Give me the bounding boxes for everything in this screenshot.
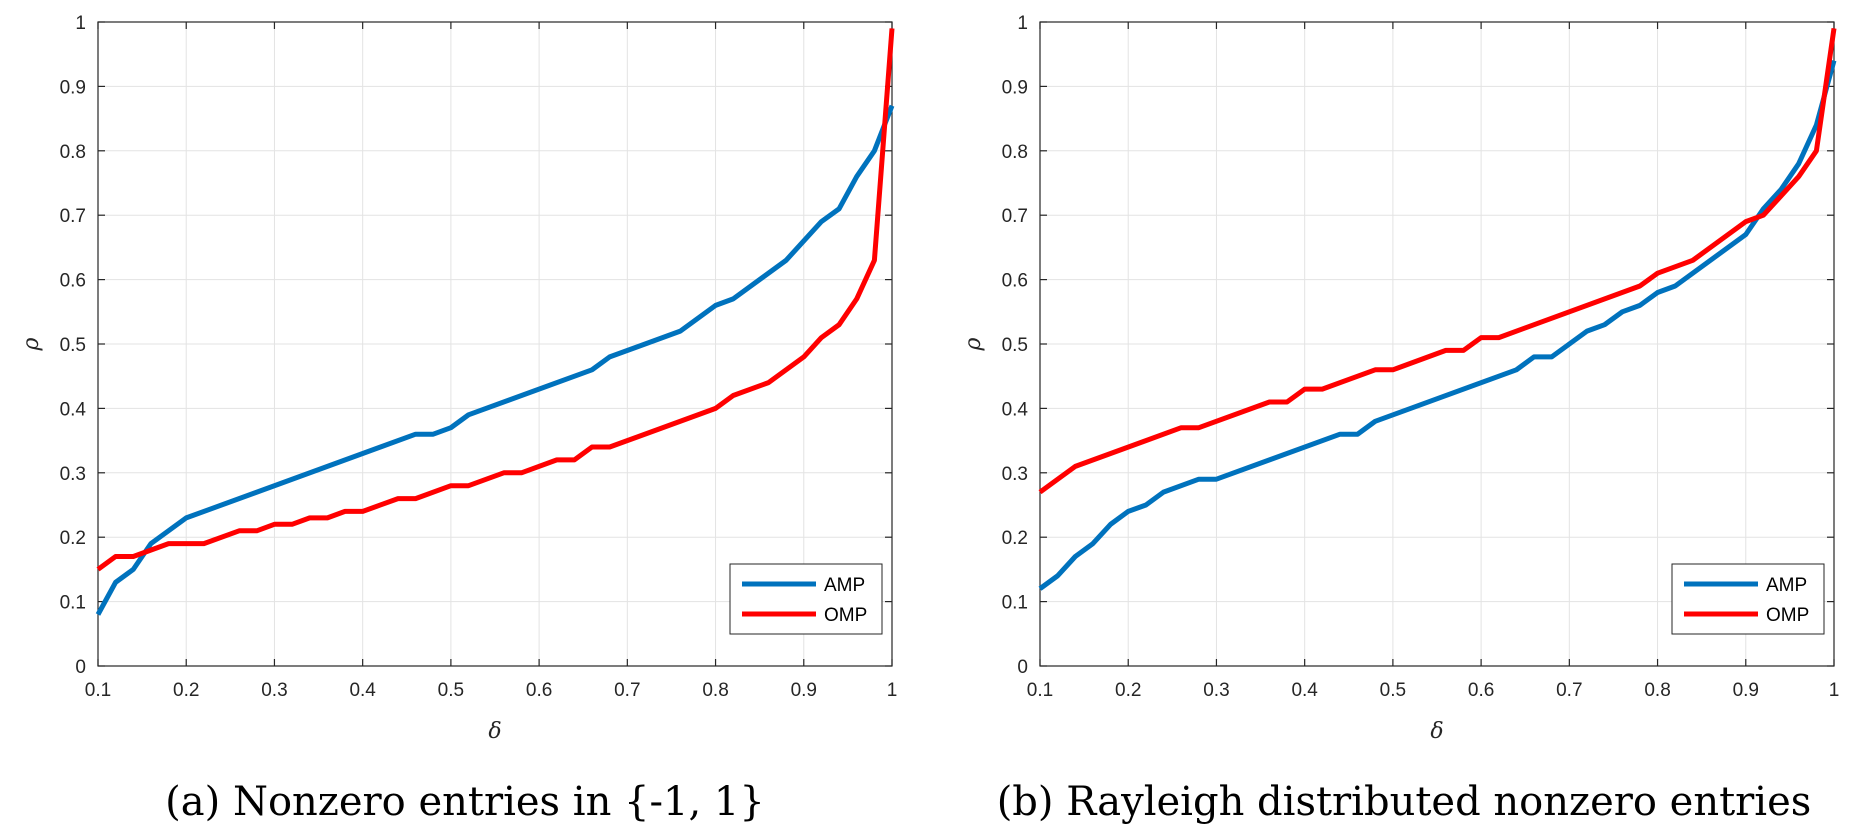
y-tick-label: 0.7 (1002, 206, 1028, 227)
x-tick-label: 0.1 (1027, 680, 1053, 701)
axes-box (97, 21, 893, 667)
y-tick-label: 0.1 (1002, 593, 1028, 614)
x-tick-label: 0.6 (526, 680, 552, 701)
series-line-amp (1038, 59, 1837, 591)
x-tick-label: 0.2 (1115, 680, 1141, 701)
x-tick-label: 0.7 (1556, 680, 1582, 701)
y-tick-label: 0.7 (60, 206, 86, 227)
x-tick-label: 1 (887, 680, 898, 701)
legend-label-omp: OMP (824, 605, 867, 626)
legend-box (1671, 563, 1825, 635)
y-axis-label: ρ (19, 337, 44, 351)
legend: AMP OMP (729, 563, 883, 635)
y-tick-label: 0.6 (1002, 271, 1028, 292)
legend-label-amp: AMP (1766, 575, 1807, 596)
x-axis-label: δ (1430, 719, 1443, 744)
chart-panel-a: 0.1 0.2 0.3 0.4 0.5 0.6 0.7 0.8 0.9 100.10.20.30.… (19, 13, 897, 825)
legend: AMP OMP (1671, 563, 1825, 635)
chart-panel-b: 0.1 0.2 0.3 0.4 0.5 0.6 0.7 0.8 0.9 100.10.20.30.… (961, 13, 1839, 825)
y-tick-label: 0.5 (1002, 335, 1028, 356)
legend-label-amp: AMP (824, 575, 865, 596)
y-tick-label: 0.4 (1002, 399, 1029, 420)
x-tick-label: 0.7 (614, 680, 640, 701)
y-tick-label: 0.6 (60, 271, 86, 292)
legend-box (729, 563, 883, 635)
y-tick-label: 0.8 (60, 142, 86, 163)
y-tick-label: 0.2 (60, 528, 86, 549)
x-tick-label: 0.9 (791, 680, 817, 701)
series-line-omp (96, 28, 895, 572)
x-tick-label: 0.1 (85, 680, 111, 701)
y-axis-label: ρ (961, 337, 986, 351)
y-tick-label: 0.8 (1002, 142, 1028, 163)
chart-caption-a: (a) Nonzero entries in {-1, 1} (165, 779, 765, 825)
series-line-amp (95, 104, 895, 616)
x-tick-label: 0.5 (438, 680, 464, 701)
y-tick-label: 0 (1017, 657, 1028, 678)
y-tick-label: 0 (75, 657, 86, 678)
legend-label-omp: OMP (1766, 605, 1809, 626)
x-tick-label: 1 (1829, 680, 1840, 701)
x-tick-label: 0.4 (349, 680, 376, 701)
axes-box (1039, 21, 1835, 667)
y-tick-label: 0.3 (1002, 464, 1028, 485)
x-tick-label: 0.8 (1644, 680, 1670, 701)
y-tick-label: 0.1 (60, 593, 86, 614)
y-tick-label: 0.9 (60, 77, 86, 98)
y-tick-label: 0.3 (60, 464, 86, 485)
x-tick-label: 0.5 (1380, 680, 1406, 701)
y-tick-label: 0.9 (1002, 77, 1028, 98)
y-tick-label: 0.2 (1002, 528, 1028, 549)
x-tick-label: 0.9 (1733, 680, 1759, 701)
x-axis-label: δ (488, 719, 501, 744)
x-tick-label: 0.3 (261, 680, 287, 701)
y-tick-label: 1 (1017, 13, 1028, 34)
x-tick-label: 0.8 (702, 680, 728, 701)
x-tick-label: 0.2 (173, 680, 199, 701)
x-tick-label: 0.3 (1203, 680, 1229, 701)
y-tick-label: 0.4 (60, 399, 87, 420)
x-tick-label: 0.6 (1468, 680, 1494, 701)
chart-caption-b: (b) Rayleigh distributed nonzero entries (997, 779, 1812, 825)
y-tick-label: 1 (75, 13, 86, 34)
series-line-omp (1038, 28, 1837, 495)
x-tick-label: 0.4 (1291, 680, 1318, 701)
y-tick-label: 0.5 (60, 335, 86, 356)
